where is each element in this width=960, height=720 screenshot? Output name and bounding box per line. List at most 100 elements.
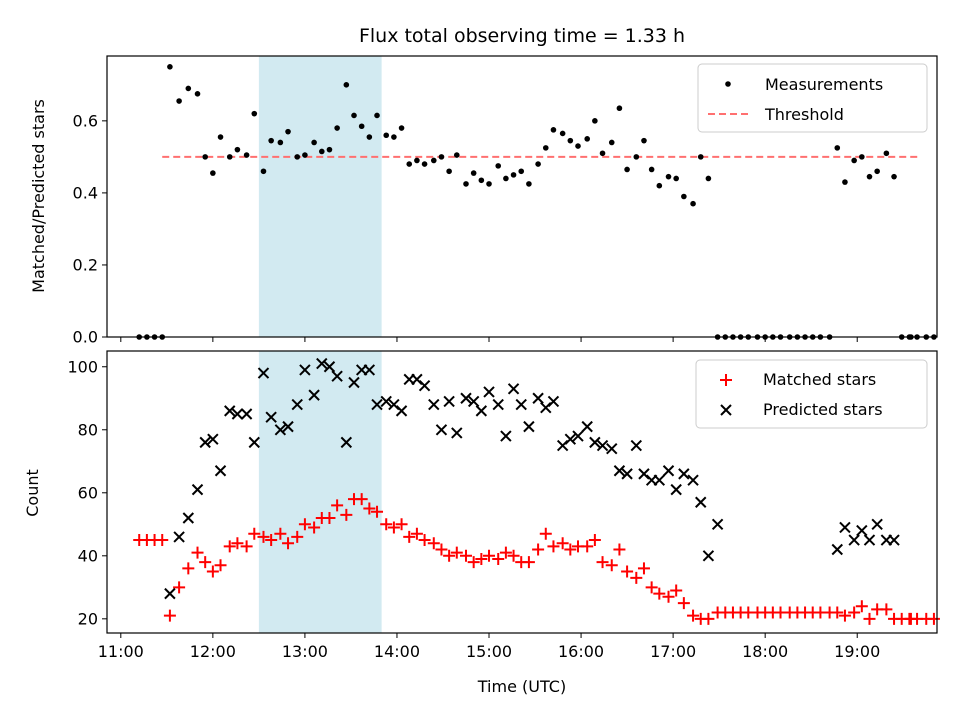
matched-star-point (588, 534, 601, 547)
matched-star-point (621, 565, 634, 578)
predicted-star-point (291, 398, 303, 411)
matched-star-point (492, 552, 505, 565)
matched-star-point (206, 565, 219, 578)
measurement-points (136, 64, 937, 340)
measurement-point (334, 125, 340, 131)
top-plot-frame (106, 55, 938, 338)
predicted-star-point (589, 436, 601, 449)
legend-predicted-label: Predicted stars (763, 400, 883, 419)
matched-star-point (904, 612, 917, 625)
x-tick-label: 14:00 (374, 642, 420, 661)
predicted-star-point (308, 389, 320, 401)
matched-star-point (248, 527, 261, 540)
measurement-point (616, 105, 623, 112)
predicted-star-point (523, 420, 535, 433)
measurement-point (599, 150, 606, 157)
predicted-star-point (606, 442, 618, 455)
measurement-point (446, 168, 452, 175)
legend-predicted-marker (720, 404, 732, 416)
predicted-star-point (182, 512, 195, 524)
predicted-star-point (164, 587, 176, 600)
legend-measurements-label: Measurements (765, 75, 883, 94)
matched-star-point (637, 562, 650, 575)
matched-star-point (831, 606, 844, 619)
measurement-point (176, 98, 182, 104)
x-tick-label: 12:00 (190, 642, 236, 661)
top-highlight-span (258, 56, 382, 337)
predicted-star-point (363, 364, 376, 376)
measurement-point (567, 137, 574, 144)
bottom-x-ticks: 11:00 12:00 13:00 14:00 15:00 16:00 17:00 18:00… (98, 633, 880, 661)
predicted-star-point (265, 411, 277, 423)
matched-star-point (240, 540, 253, 553)
measurement-point (430, 157, 437, 164)
y-tick-label: 0.0 (73, 328, 98, 347)
predicted-star-point (670, 483, 682, 496)
measurement-point (665, 173, 672, 180)
predicted-star-point (711, 518, 724, 531)
measurement-point (398, 125, 405, 131)
predicted-star-point (282, 420, 294, 433)
matched-star-point (687, 609, 700, 622)
predicted-star-point (839, 521, 851, 534)
matched-star-point (410, 527, 423, 540)
matched-star-point (670, 584, 683, 597)
matched-star-point (863, 612, 876, 625)
measurement-point (374, 112, 380, 119)
measurement-point (294, 154, 301, 160)
predicted-star-point (371, 398, 383, 411)
predicted-star-point (418, 379, 431, 392)
measurement-point (277, 139, 284, 146)
predicted-star-point (323, 361, 336, 373)
top-x-ticks (120, 337, 858, 342)
matched-star-point (677, 597, 690, 610)
matched-star-point (522, 556, 535, 569)
matched-star-point (564, 543, 577, 556)
measurement-point (550, 127, 557, 133)
predicted-star-point (564, 433, 577, 445)
predicted-star-point (248, 436, 260, 449)
predicted-star-point (435, 424, 448, 436)
y-tick-label: 60 (78, 483, 98, 502)
measurement-point (883, 150, 890, 157)
measurement-point (584, 136, 591, 142)
matched-star-point (191, 546, 204, 559)
top-legend-box (697, 63, 928, 133)
measurement-point (559, 130, 566, 137)
matched-star-point (605, 559, 618, 572)
measurement-point (226, 154, 233, 160)
measurement-point (891, 173, 897, 180)
matched-star-point (403, 530, 416, 543)
predicted-star-point (500, 430, 512, 442)
predicted-star-point (848, 534, 860, 546)
predicted-star-point (214, 465, 227, 477)
predicted-star-point (492, 398, 504, 411)
predicted-star-point (888, 534, 900, 546)
measurement-point (366, 134, 373, 140)
measurement-point (414, 157, 420, 164)
matched-star-point (645, 581, 658, 594)
x-tick-label: 11:00 (98, 642, 144, 661)
measurement-point (194, 91, 201, 97)
predicted-star-point (231, 408, 244, 420)
matched-star-point (435, 543, 448, 556)
bottom-panel: 20 40 60 80 100 11:00 12:00 13:00 14:00 15:00 16:… (23, 350, 940, 696)
measurement-point (463, 181, 469, 187)
measurement-point (510, 172, 517, 178)
bottom-highlight-span (258, 351, 382, 633)
predicted-star-point (653, 474, 666, 486)
chart-title: Flux total observing time = 1.33 h (359, 25, 685, 47)
measurement-point (217, 134, 224, 140)
matched-star-point (340, 508, 353, 521)
measurement-point (358, 123, 365, 130)
measurement-point (406, 161, 413, 167)
predicted-star-point (507, 383, 520, 395)
y-tick-label: 40 (78, 546, 98, 565)
matched-star-points (133, 493, 940, 625)
matched-star-point (395, 518, 408, 531)
measurement-point (302, 152, 308, 158)
top-y-axis-label: Matched/Predicted stars (29, 99, 48, 293)
measurement-point (251, 110, 258, 117)
predicted-star-point (428, 398, 440, 411)
